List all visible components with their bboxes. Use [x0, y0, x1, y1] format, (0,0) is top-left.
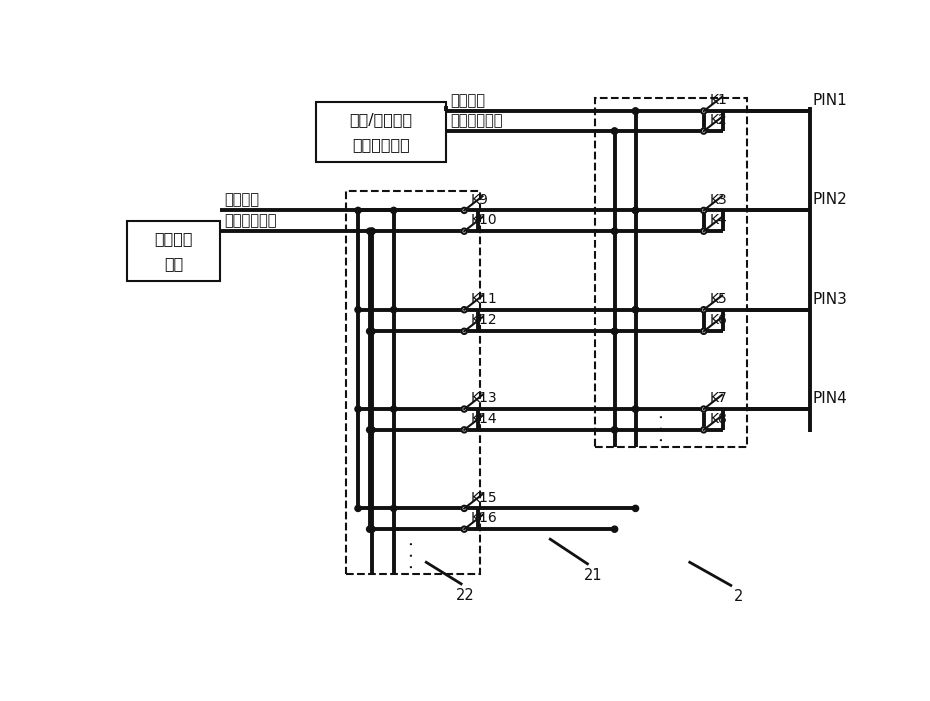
Text: 电压信号: 电压信号: [224, 192, 259, 207]
Circle shape: [391, 505, 397, 512]
Circle shape: [369, 228, 375, 234]
Circle shape: [355, 505, 361, 512]
FancyBboxPatch shape: [127, 222, 220, 281]
Circle shape: [632, 207, 639, 214]
Text: K11: K11: [471, 292, 498, 306]
Circle shape: [355, 406, 361, 412]
Circle shape: [701, 427, 707, 433]
Circle shape: [701, 307, 707, 313]
Circle shape: [391, 406, 397, 412]
Text: 第二反馈信号: 第二反馈信号: [224, 213, 276, 228]
Circle shape: [701, 128, 707, 134]
Circle shape: [369, 328, 375, 334]
Circle shape: [461, 329, 467, 334]
Circle shape: [612, 228, 618, 234]
Text: K13: K13: [471, 391, 497, 405]
Circle shape: [701, 109, 707, 114]
Circle shape: [632, 108, 639, 114]
Text: PIN3: PIN3: [813, 292, 848, 306]
Text: 2: 2: [734, 590, 743, 604]
Circle shape: [366, 328, 373, 334]
Text: 第一反馈信号: 第一反馈信号: [450, 113, 503, 128]
Text: K2: K2: [710, 114, 727, 128]
Circle shape: [355, 306, 361, 313]
Circle shape: [632, 406, 639, 412]
Circle shape: [701, 229, 707, 234]
Text: · · ·: · · ·: [404, 540, 422, 569]
Text: K7: K7: [710, 391, 727, 405]
Circle shape: [366, 228, 373, 234]
Circle shape: [461, 505, 467, 511]
Text: K4: K4: [710, 213, 727, 227]
Text: 22: 22: [456, 588, 474, 604]
Text: PIN2: PIN2: [813, 192, 848, 207]
Circle shape: [612, 328, 618, 334]
Circle shape: [461, 207, 467, 213]
Circle shape: [461, 407, 467, 411]
Circle shape: [612, 328, 618, 334]
Text: · · ·: · · ·: [655, 413, 672, 442]
Circle shape: [701, 207, 707, 213]
Text: K3: K3: [710, 193, 727, 207]
Circle shape: [461, 427, 467, 433]
Circle shape: [632, 406, 639, 412]
Circle shape: [632, 207, 639, 214]
Circle shape: [355, 207, 361, 214]
Text: K16: K16: [471, 511, 498, 525]
Circle shape: [612, 228, 618, 234]
Text: K8: K8: [710, 412, 728, 426]
Circle shape: [461, 307, 467, 313]
Circle shape: [366, 526, 373, 532]
Circle shape: [632, 505, 639, 512]
Circle shape: [701, 329, 707, 334]
Circle shape: [612, 526, 618, 532]
Text: 电阻测量
电路: 电阻测量 电路: [154, 231, 193, 271]
Text: K6: K6: [710, 313, 728, 327]
Text: 恒流/恒压电路
电流采样电路: 恒流/恒压电路 电流采样电路: [350, 112, 413, 151]
Circle shape: [391, 207, 397, 214]
Text: K9: K9: [471, 193, 488, 207]
Text: K15: K15: [471, 491, 497, 505]
Text: 电压信号: 电压信号: [450, 93, 485, 108]
Circle shape: [369, 526, 375, 532]
Circle shape: [461, 229, 467, 234]
Circle shape: [612, 427, 618, 433]
Circle shape: [461, 526, 467, 532]
Text: K14: K14: [471, 412, 497, 426]
Circle shape: [369, 427, 375, 433]
Circle shape: [612, 128, 618, 134]
FancyBboxPatch shape: [316, 102, 446, 162]
Text: K12: K12: [471, 313, 497, 327]
Text: PIN1: PIN1: [813, 93, 848, 108]
Circle shape: [632, 108, 639, 114]
Circle shape: [391, 306, 397, 313]
Text: PIN4: PIN4: [813, 391, 848, 406]
Circle shape: [369, 228, 375, 234]
Text: K1: K1: [710, 93, 728, 107]
Circle shape: [612, 427, 618, 433]
Circle shape: [701, 407, 707, 411]
Text: K10: K10: [471, 213, 497, 227]
Text: K5: K5: [710, 292, 727, 306]
Circle shape: [612, 128, 618, 134]
Circle shape: [632, 306, 639, 313]
Circle shape: [366, 427, 373, 433]
Text: 21: 21: [584, 568, 603, 583]
Circle shape: [632, 306, 639, 313]
